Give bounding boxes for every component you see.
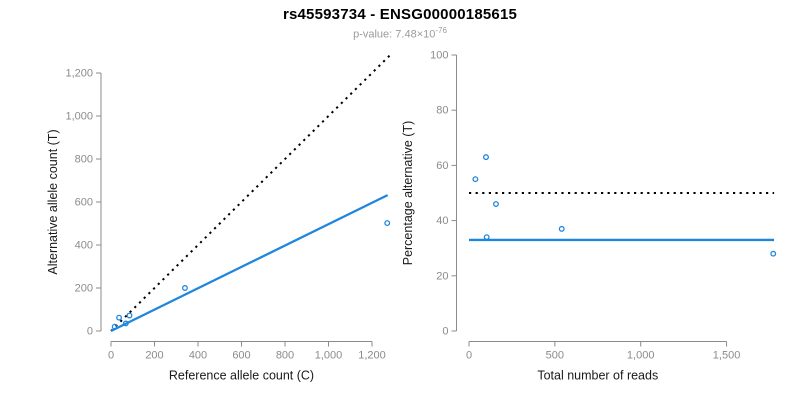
figure-title: rs45593734 - ENSG00000185615 <box>282 6 518 23</box>
x-axis-title: Total number of reads <box>537 369 658 383</box>
x-tick-label: 0 <box>466 350 472 362</box>
data-point <box>483 234 490 241</box>
x-tick-label: 1,000 <box>315 350 343 362</box>
pvalue-mantissa: 7.48×10 <box>395 28 436 41</box>
data-point <box>770 250 777 257</box>
data-point <box>493 201 499 207</box>
x-tick-label: 800 <box>276 350 294 362</box>
figure-subtitle: p-value: 7.48×10-76 <box>0 26 800 41</box>
data-point <box>181 285 188 291</box>
y-tick-label: 40 <box>436 215 448 227</box>
x-tick-label: 500 <box>546 350 564 362</box>
percentage-alternative-scatter-plot: 0 500 1,000 1,500 0 20 40 60 80 100 Total number o… <box>401 50 777 383</box>
data-point <box>483 154 489 161</box>
x-tick-label: 1,200 <box>358 350 386 362</box>
x-tick-label: 0 <box>108 350 114 362</box>
data-point <box>126 312 133 319</box>
data-point <box>122 320 129 327</box>
x-axis-title: Reference allele count (C) <box>169 369 314 383</box>
data-point <box>384 220 391 227</box>
allele-count-scatter-plot: 0 200 400 600 800 1,000 1,200 0 200 400 600 800 1,00… <box>46 54 391 383</box>
regression-line <box>110 194 389 333</box>
y-axis-title: Percentage alternative (T) <box>401 121 415 266</box>
y-tick-label: 20 <box>436 270 448 282</box>
identity-line <box>110 54 391 332</box>
data-point <box>558 225 565 232</box>
y-tick-label: 400 <box>75 240 93 252</box>
y-tick-label: 600 <box>75 197 93 209</box>
data-point <box>116 314 122 321</box>
x-tick-label: 1,500 <box>713 350 741 362</box>
data-point <box>472 176 479 183</box>
x-tick-label: 400 <box>189 350 207 362</box>
x-tick-label: 600 <box>232 350 250 362</box>
x-tick-label: 1,000 <box>627 350 655 362</box>
y-tick-label: 1,000 <box>65 111 93 123</box>
y-tick-label: 1,200 <box>65 68 93 80</box>
data-point <box>111 323 118 330</box>
pvalue-prefix: p-value: <box>353 28 396 41</box>
pvalue-exponent: -76 <box>435 26 447 35</box>
y-tick-label: 100 <box>430 50 448 62</box>
y-tick-label: 800 <box>75 154 93 166</box>
x-tick-label: 200 <box>145 350 163 362</box>
y-axis-title: Alternative allele count (T) <box>46 129 60 274</box>
y-tick-label: 80 <box>436 105 448 117</box>
y-tick-label: 200 <box>75 283 93 295</box>
y-tick-label: 0 <box>87 326 93 338</box>
y-tick-label: 0 <box>442 326 448 338</box>
y-tick-label: 60 <box>436 160 448 172</box>
